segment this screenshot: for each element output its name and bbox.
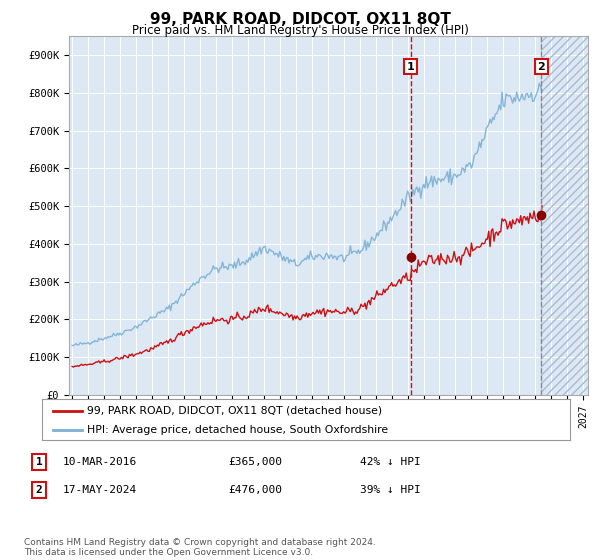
Text: 1: 1: [407, 62, 415, 72]
Text: Price paid vs. HM Land Registry's House Price Index (HPI): Price paid vs. HM Land Registry's House …: [131, 24, 469, 36]
Text: 99, PARK ROAD, DIDCOT, OX11 8QT (detached house): 99, PARK ROAD, DIDCOT, OX11 8QT (detache…: [87, 405, 382, 416]
Text: £476,000: £476,000: [228, 485, 282, 495]
Text: 17-MAY-2024: 17-MAY-2024: [63, 485, 137, 495]
Text: HPI: Average price, detached house, South Oxfordshire: HPI: Average price, detached house, Sout…: [87, 424, 388, 435]
Text: 2: 2: [35, 485, 43, 495]
Bar: [541, 36, 596, 395]
Text: 39% ↓ HPI: 39% ↓ HPI: [360, 485, 421, 495]
Text: 2: 2: [538, 62, 545, 72]
Text: £365,000: £365,000: [228, 457, 282, 467]
Text: 1: 1: [35, 457, 43, 467]
Text: Contains HM Land Registry data © Crown copyright and database right 2024.
This d: Contains HM Land Registry data © Crown c…: [24, 538, 376, 557]
Text: 42% ↓ HPI: 42% ↓ HPI: [360, 457, 421, 467]
Text: 10-MAR-2016: 10-MAR-2016: [63, 457, 137, 467]
Bar: [541, 36, 596, 395]
Text: 99, PARK ROAD, DIDCOT, OX11 8QT: 99, PARK ROAD, DIDCOT, OX11 8QT: [149, 12, 451, 27]
